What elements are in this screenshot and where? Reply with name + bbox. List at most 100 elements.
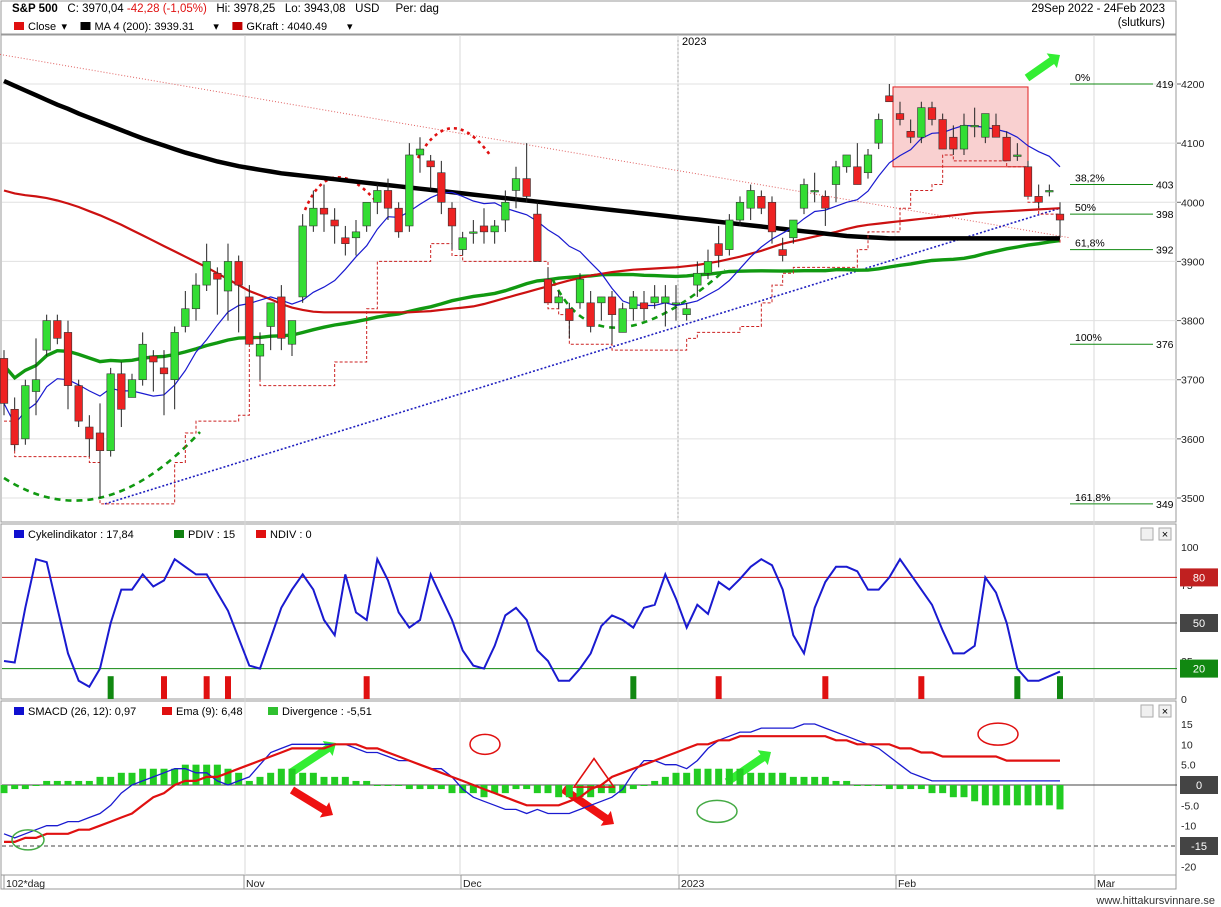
divergence-bar-98 bbox=[1045, 785, 1053, 806]
divergence-bar-25 bbox=[267, 772, 275, 785]
up-arrow-macd-2-shape bbox=[724, 750, 772, 786]
divergence-bar-13 bbox=[139, 768, 147, 785]
price-panel-frame bbox=[0, 34, 1177, 523]
short-ma-line bbox=[3, 124, 1061, 426]
currency: USD bbox=[355, 3, 380, 15]
year-marker: 2023 bbox=[682, 36, 706, 48]
divergence-bar-24 bbox=[256, 776, 264, 785]
macd-legend-label-2: Divergence : -5,51 bbox=[282, 706, 372, 718]
candle-13 bbox=[138, 343, 147, 381]
candle-63 bbox=[671, 302, 681, 305]
price-tick-label-5: 3700 bbox=[1181, 375, 1205, 387]
candle-46 bbox=[490, 225, 499, 233]
candle-79 bbox=[842, 154, 851, 168]
divergence-bar-96 bbox=[1024, 785, 1032, 806]
candle-2 bbox=[21, 385, 30, 440]
candle-8 bbox=[85, 426, 94, 440]
bottom-arc-left bbox=[3, 431, 201, 502]
legend-dropdown-icon-2: ▾ bbox=[347, 21, 353, 33]
up-arrow-macd-1 bbox=[289, 740, 337, 776]
price-tick-label-3: 3900 bbox=[1181, 256, 1205, 268]
divergence-bar-21 bbox=[224, 768, 232, 785]
macd-tick-label-5: -10 bbox=[1181, 821, 1196, 833]
divergence-bar-9 bbox=[96, 776, 104, 785]
peak-circle-1 bbox=[469, 733, 501, 756]
divergence-bar-62 bbox=[661, 776, 669, 785]
candle-9 bbox=[95, 432, 105, 451]
candle-11 bbox=[117, 373, 126, 410]
candle-51 bbox=[543, 278, 553, 304]
divergence-bar-42 bbox=[448, 785, 456, 794]
macd-legend-label-0: SMACD (26, 12): 0,97 bbox=[28, 706, 136, 718]
divergence-bar-4 bbox=[43, 780, 51, 785]
candle-53 bbox=[565, 308, 574, 321]
fib-label-1: 38,2% bbox=[1075, 173, 1105, 185]
osc-level-box-1 bbox=[1180, 614, 1218, 632]
candle-17 bbox=[181, 308, 190, 327]
divergence-bar-10 bbox=[107, 776, 115, 785]
candle-82 bbox=[874, 119, 883, 144]
ma-green-line bbox=[2, 238, 1061, 381]
candle-90 bbox=[959, 125, 969, 150]
divergence-bar-69 bbox=[736, 768, 744, 785]
macd-close-glyph: × bbox=[1162, 706, 1168, 718]
candle-5 bbox=[53, 320, 62, 339]
divergence-bar-30 bbox=[320, 776, 328, 785]
divergence-bar-39 bbox=[416, 785, 424, 790]
osc-close-icon bbox=[1158, 527, 1172, 541]
up-arrow-price-shape bbox=[1024, 53, 1060, 82]
candle-41 bbox=[437, 172, 446, 203]
ndiv-bar-0 bbox=[161, 676, 167, 699]
macd-level-box-1 bbox=[1180, 837, 1218, 855]
divergence-bar-52 bbox=[555, 785, 563, 798]
candle-23 bbox=[245, 296, 254, 345]
divergence-bar-86 bbox=[917, 785, 925, 790]
candle-45 bbox=[479, 225, 489, 233]
peak-circle-2 bbox=[977, 722, 1019, 746]
osc-settings-icon bbox=[1140, 527, 1154, 541]
candle-49 bbox=[522, 178, 531, 197]
candle-29 bbox=[309, 207, 318, 227]
candle-55 bbox=[586, 302, 595, 327]
x-axis-label-3: 2023 bbox=[681, 878, 705, 890]
divergence-bar-68 bbox=[725, 768, 733, 785]
candle-64 bbox=[682, 308, 691, 315]
divergence-bar-20 bbox=[213, 764, 221, 785]
divergence-bar-94 bbox=[1003, 785, 1011, 806]
candle-1 bbox=[10, 408, 19, 446]
candle-20 bbox=[213, 272, 222, 280]
pdiv-bar-1 bbox=[630, 676, 637, 699]
candle-34 bbox=[362, 201, 371, 227]
divergence-bar-0 bbox=[0, 785, 8, 794]
divergence-bar-83 bbox=[885, 785, 893, 790]
osc-level-box-label-1: 50 bbox=[1193, 618, 1205, 630]
divergence-bar-60 bbox=[640, 785, 648, 786]
candle-87 bbox=[927, 107, 937, 120]
site-credit[interactable]: www.hittakursvinnare.se bbox=[1096, 895, 1215, 907]
candle-6 bbox=[63, 332, 73, 386]
candle-78 bbox=[831, 166, 841, 185]
candle-47 bbox=[501, 201, 510, 221]
divergence-bar-77 bbox=[821, 776, 829, 785]
candle-72 bbox=[767, 201, 777, 233]
osc-level-box-label-2: 20 bbox=[1193, 664, 1205, 676]
candle-42 bbox=[447, 207, 457, 227]
candle-85 bbox=[906, 131, 915, 138]
high-value: Hi: 3978,25 bbox=[216, 3, 276, 15]
legend-label-2: GKraft : 4040.49 bbox=[246, 21, 327, 33]
candle-21 bbox=[223, 261, 233, 292]
x-axis-label-5: Mar bbox=[1097, 878, 1116, 890]
support-trendline bbox=[104, 207, 1061, 505]
fib-value-1: 403 bbox=[1156, 180, 1174, 192]
fib-label-5: 161,8% bbox=[1075, 492, 1111, 504]
period: Per: dag bbox=[395, 3, 439, 15]
candle-94 bbox=[1002, 136, 1011, 162]
candle-27 bbox=[287, 320, 297, 345]
candle-86 bbox=[917, 107, 926, 138]
legend-swatch-0 bbox=[14, 22, 24, 30]
candle-16 bbox=[170, 332, 179, 381]
price-note: (slutkurs) bbox=[1117, 17, 1165, 29]
divergence-bar-7 bbox=[75, 780, 83, 785]
candle-70 bbox=[746, 190, 755, 209]
